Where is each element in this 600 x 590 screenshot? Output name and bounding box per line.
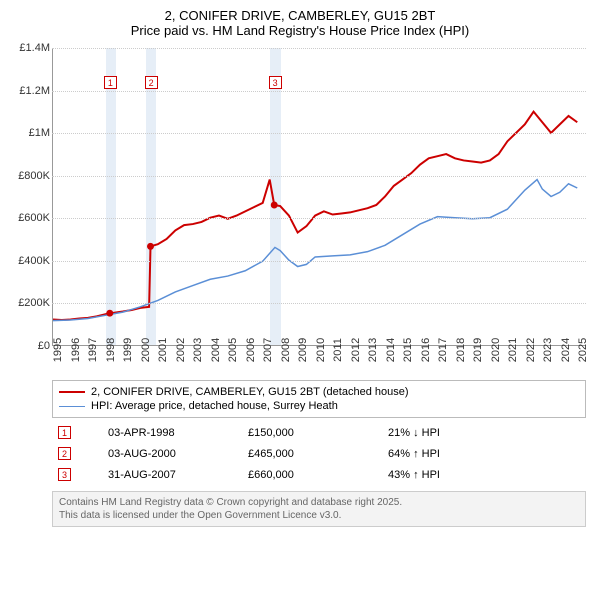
x-tick-label: 2000 (140, 338, 152, 362)
x-tick-label: 1998 (105, 338, 117, 362)
legend-row: HPI: Average price, detached house, Surr… (59, 399, 579, 413)
y-tick-label: £1M (29, 127, 50, 139)
x-tick-label: 1997 (87, 338, 99, 362)
x-tick-label: 2015 (402, 338, 414, 362)
sale-marker-3: 3 (269, 76, 282, 89)
title-line1: 2, CONIFER DRIVE, CAMBERLEY, GU15 2BT (8, 8, 592, 23)
x-tick-label: 1999 (122, 338, 134, 362)
y-gridline (52, 176, 586, 177)
sale-price: £150,000 (242, 422, 382, 443)
y-gridline (52, 303, 586, 304)
x-tick-label: 2023 (542, 338, 554, 362)
sale-price: £660,000 (242, 464, 382, 485)
x-tick-label: 2020 (490, 338, 502, 362)
y-tick-label: £400K (18, 255, 50, 267)
y-tick-label: £0 (38, 340, 50, 352)
legend-swatch (59, 406, 85, 407)
y-gridline (52, 133, 586, 134)
sale-date: 03-AUG-2000 (102, 443, 242, 464)
legend-row: 2, CONIFER DRIVE, CAMBERLEY, GU15 2BT (d… (59, 385, 579, 399)
sale-date: 03-APR-1998 (102, 422, 242, 443)
sale-delta: 21% ↓ HPI (382, 422, 586, 443)
x-tick-label: 2009 (297, 338, 309, 362)
x-tick-label: 2019 (472, 338, 484, 362)
plot-area: 1 2 3 (52, 48, 586, 346)
sale-dot (271, 201, 278, 208)
x-tick-label: 2005 (227, 338, 239, 362)
y-gridline (52, 48, 586, 49)
chart-svg (53, 48, 586, 345)
sale-marker-1: 1 (104, 76, 117, 89)
x-tick-label: 2010 (315, 338, 327, 362)
sale-marker-cell: 2 (58, 447, 71, 460)
x-tick-label: 2013 (367, 338, 379, 362)
footer-line1: Contains HM Land Registry data © Crown c… (59, 496, 579, 509)
x-tick-label: 2012 (350, 338, 362, 362)
sale-dot (147, 243, 154, 250)
y-tick-label: £800K (18, 170, 50, 182)
table-row: 3 31-AUG-2007£660,00043% ↑ HPI (52, 464, 586, 485)
chart-container: 2, CONIFER DRIVE, CAMBERLEY, GU15 2BT Pr… (0, 0, 600, 527)
table-row: 2 03-AUG-2000£465,00064% ↑ HPI (52, 443, 586, 464)
x-tick-label: 2021 (507, 338, 519, 362)
series-price (53, 112, 577, 320)
y-tick-label: £1.4M (19, 42, 50, 54)
legend-label: HPI: Average price, detached house, Surr… (91, 400, 338, 412)
x-tick-label: 2017 (437, 338, 449, 362)
x-tick-label: 2003 (192, 338, 204, 362)
sale-date: 31-AUG-2007 (102, 464, 242, 485)
x-tick-label: 2001 (157, 338, 169, 362)
x-tick-label: 2025 (577, 338, 589, 362)
x-tick-label: 2004 (210, 338, 222, 362)
legend-label: 2, CONIFER DRIVE, CAMBERLEY, GU15 2BT (d… (91, 386, 409, 398)
x-tick-label: 2011 (332, 338, 344, 362)
y-gridline (52, 218, 586, 219)
x-tick-label: 2018 (455, 338, 467, 362)
footer-line2: This data is licensed under the Open Gov… (59, 509, 579, 522)
sale-delta: 43% ↑ HPI (382, 464, 586, 485)
x-tick-label: 2008 (280, 338, 292, 362)
sales-table: 1 03-APR-1998£150,00021% ↓ HPI 2 03-AUG-200… (52, 422, 586, 485)
x-tick-label: 2002 (175, 338, 187, 362)
table-row: 1 03-APR-1998£150,00021% ↓ HPI (52, 422, 586, 443)
chart-area: 123 £0£200K£400K£600K£800K£1M£1.2M£1.4M1… (8, 44, 592, 374)
y-tick-label: £600K (18, 212, 50, 224)
x-tick-label: 2016 (420, 338, 432, 362)
sale-dot (106, 310, 113, 317)
y-gridline (52, 261, 586, 262)
attribution-footer: Contains HM Land Registry data © Crown c… (52, 491, 586, 527)
legend: 2, CONIFER DRIVE, CAMBERLEY, GU15 2BT (d… (52, 380, 586, 418)
series-hpi (53, 180, 577, 321)
legend-swatch (59, 391, 85, 393)
sale-marker-cell: 1 (58, 426, 71, 439)
y-gridline (52, 91, 586, 92)
sale-marker-2: 2 (145, 76, 158, 89)
x-tick-label: 2007 (262, 338, 274, 362)
x-tick-label: 2024 (560, 338, 572, 362)
x-tick-label: 1996 (70, 338, 82, 362)
sale-delta: 64% ↑ HPI (382, 443, 586, 464)
y-tick-label: £200K (18, 297, 50, 309)
sale-marker-cell: 3 (58, 468, 71, 481)
x-tick-label: 2022 (525, 338, 537, 362)
title-line2: Price paid vs. HM Land Registry's House … (8, 23, 592, 38)
sale-price: £465,000 (242, 443, 382, 464)
x-tick-label: 2006 (245, 338, 257, 362)
x-tick-label: 2014 (385, 338, 397, 362)
y-tick-label: £1.2M (19, 85, 50, 97)
x-tick-label: 1995 (52, 338, 64, 362)
